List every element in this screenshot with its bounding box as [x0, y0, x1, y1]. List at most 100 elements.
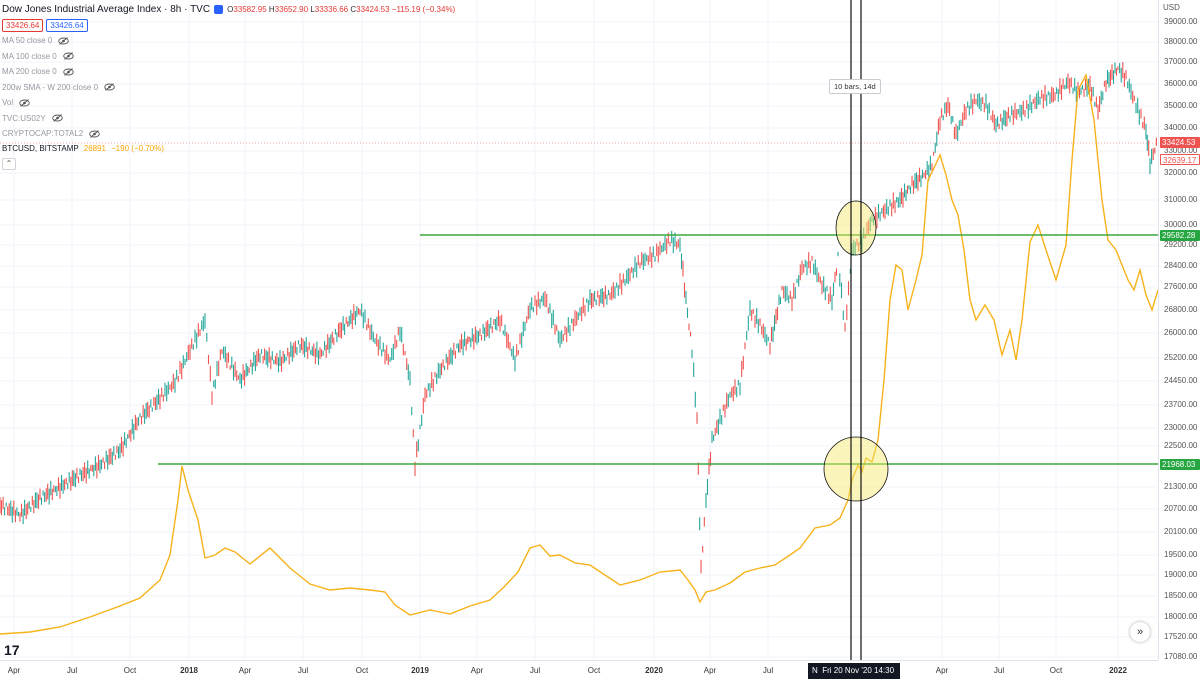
hidden-eye-icon[interactable]: [51, 114, 63, 123]
overlay-symbol: BTCUSD, BITSTAMP: [2, 144, 79, 153]
sell-button[interactable]: 33426.64: [2, 19, 44, 32]
time-tick: Apr: [470, 666, 484, 675]
price-tick: 18000.00: [1164, 612, 1198, 621]
price-tick: 34000.00: [1164, 123, 1198, 132]
price-tick: 23000.00: [1164, 423, 1198, 432]
price-tick: 29200.00: [1164, 240, 1198, 249]
indicator-row[interactable]: CRYPTOCAP:TOTAL2: [2, 126, 455, 142]
price-tick: 25200.00: [1164, 353, 1198, 362]
time-tick: Apr: [7, 666, 21, 675]
price-tick: 21300.00: [1164, 482, 1198, 491]
time-axis[interactable]: N Fri 20 Nov '20 14:30 Apr Jul Oct 2018 Apr J…: [0, 660, 1158, 680]
price-tick: 27600.00: [1164, 282, 1198, 291]
price-tick: 19000.00: [1164, 570, 1198, 579]
hidden-eye-icon[interactable]: [58, 36, 70, 45]
time-tick: Oct: [587, 666, 601, 675]
trade-buttons: 33426.64 33426.64: [2, 19, 455, 32]
time-tick: Jul: [762, 666, 774, 675]
highlight-circle: [835, 200, 877, 256]
indicator-row[interactable]: MA 100 close 0: [2, 49, 455, 65]
time-tick: 2022: [1109, 666, 1127, 675]
indicator-row[interactable]: MA 50 close 0: [2, 33, 455, 49]
indicator-list: MA 50 close 0 MA 100 close 0 MA 200 close …: [2, 33, 455, 142]
price-tick: 17520.00: [1164, 632, 1198, 641]
indicator-label: CRYPTOCAP:TOTAL2: [2, 129, 84, 139]
indicator-label: TVC:US02Y: [2, 113, 46, 123]
indicator-label: MA 200 close 0: [2, 67, 57, 77]
indicator-label: MA 50 close 0: [2, 36, 53, 46]
scroll-to-realtime-button[interactable]: »: [1130, 622, 1150, 642]
buy-button[interactable]: 33426.64: [46, 19, 88, 32]
indicator-row[interactable]: TVC:US02Y: [2, 111, 455, 127]
price-tick: 38000.00: [1164, 37, 1198, 46]
time-tick: Jul: [66, 666, 78, 675]
time-tick: Oct: [123, 666, 137, 675]
time-tick: Apr: [703, 666, 717, 675]
measure-tooltip: 10 bars, 14d: [829, 79, 881, 94]
price-tick: 18500.00: [1164, 591, 1198, 600]
ohlc-values: O33582.95 H33652.90 L33336.66 C33424.53 …: [227, 4, 456, 14]
hidden-eye-icon[interactable]: [62, 67, 74, 76]
time-tick: Jul: [297, 666, 309, 675]
hidden-eye-icon[interactable]: [62, 52, 74, 61]
price-label: 29582.28: [1160, 230, 1200, 241]
tradingview-logo[interactable]: 17: [4, 642, 20, 658]
price-tick: 22500.00: [1164, 441, 1198, 450]
time-tick: 2018: [180, 666, 198, 675]
indicator-row[interactable]: MA 200 close 0: [2, 64, 455, 80]
price-tick: 19500.00: [1164, 550, 1198, 559]
currency-label[interactable]: USD: [1163, 3, 1180, 12]
symbol-name[interactable]: Dow Jones Industrial Average Index · 8h …: [2, 3, 211, 15]
collapse-legend-button[interactable]: ⌃: [2, 157, 16, 170]
price-tick: 33000.00: [1164, 146, 1198, 155]
chevron-up-icon: ⌃: [5, 159, 13, 168]
price-tick: 35000.00: [1164, 101, 1198, 110]
flag-icon: [214, 4, 224, 14]
indicator-label: 200w SMA - W 200 close 0: [2, 82, 99, 92]
price-tick: 26000.00: [1164, 328, 1198, 337]
price-tick: 36000.00: [1164, 79, 1198, 88]
symbol-row[interactable]: Dow Jones Industrial Average Index · 8h …: [2, 2, 455, 16]
overlay-change: −190 (−0.70%): [111, 144, 164, 153]
price-tick: 32000.00: [1164, 168, 1198, 177]
hidden-eye-icon[interactable]: [19, 98, 30, 107]
legend: Dow Jones Industrial Average Index · 8h …: [2, 2, 455, 170]
hidden-eye-icon[interactable]: [89, 129, 100, 138]
overlay-legend[interactable]: BTCUSD, BITSTAMP 26891 −190 (−0.70%): [2, 142, 455, 156]
price-scale[interactable]: USD 39000.00 38000.00 37000.00 36000.00 3500…: [1158, 0, 1200, 661]
price-tick: 28400.00: [1164, 261, 1198, 270]
btc-series-line: [0, 72, 1158, 635]
price-tick: 30000.00: [1164, 220, 1198, 229]
indicator-label: Vol: [2, 98, 14, 108]
price-tick: 20700.00: [1164, 504, 1198, 513]
overlay-value: 26891: [83, 144, 106, 153]
time-tick: Oct: [1049, 666, 1063, 675]
highlight-circle: [823, 436, 889, 502]
indicator-row[interactable]: Vol: [2, 95, 455, 111]
indicator-row[interactable]: 200w SMA - W 200 close 0: [2, 80, 455, 96]
price-label: 32639.17: [1160, 154, 1200, 165]
time-tick: Oct: [355, 666, 369, 675]
price-label: 33424.53: [1160, 137, 1200, 148]
price-tick: 31000.00: [1164, 195, 1198, 204]
time-tick: 2020: [645, 666, 663, 675]
time-tick: Jul: [529, 666, 541, 675]
time-tick: Jul: [993, 666, 1005, 675]
chart-plot-area[interactable]: [0, 0, 1158, 660]
price-tick: 37000.00: [1164, 57, 1198, 66]
price-tick: 24450.00: [1164, 376, 1198, 385]
indicator-label: MA 100 close 0: [2, 51, 57, 61]
time-tick: Apr: [238, 666, 252, 675]
price-tick: 26800.00: [1164, 305, 1198, 314]
crosshair-time-label: N Fri 20 Nov '20 14:30: [808, 663, 900, 679]
price-tick: 23700.00: [1164, 400, 1198, 409]
price-tick: 20100.00: [1164, 527, 1198, 536]
double-chevron-right-icon: »: [1136, 626, 1144, 638]
time-tick: Apr: [935, 666, 949, 675]
hidden-eye-icon[interactable]: [104, 83, 115, 92]
price-tick: 39000.00: [1164, 17, 1198, 26]
price-tick: 17080.00: [1164, 652, 1198, 661]
price-label: 21968.03: [1160, 459, 1200, 470]
time-tick: 2019: [411, 666, 429, 675]
